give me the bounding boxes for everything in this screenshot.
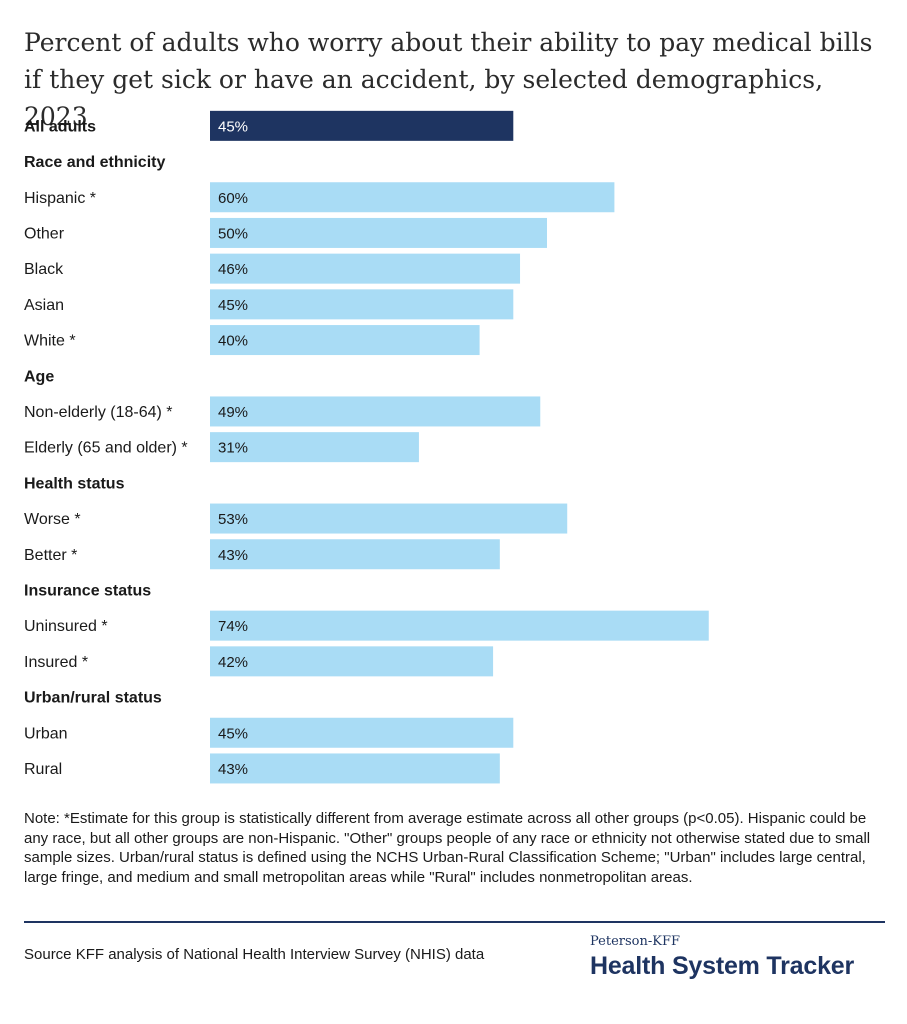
bar-value-label: 46% bbox=[218, 261, 248, 278]
bar-value-label: 45% bbox=[218, 118, 248, 135]
bar-value-label: 43% bbox=[218, 761, 248, 778]
category-label: Black bbox=[24, 261, 64, 278]
category-label: Better * bbox=[24, 547, 77, 564]
bar bbox=[210, 646, 494, 677]
category-label: Asian bbox=[24, 297, 64, 314]
bar-value-label: 74% bbox=[218, 618, 248, 635]
bar bbox=[210, 717, 514, 748]
category-label: Insured * bbox=[24, 654, 88, 671]
bar bbox=[210, 217, 547, 248]
category-label: Worse * bbox=[24, 511, 81, 528]
bar bbox=[210, 289, 514, 320]
category-label: White * bbox=[24, 333, 76, 350]
category-label: Rural bbox=[24, 761, 62, 778]
bar bbox=[210, 539, 500, 570]
chart-title: Percent of adults who worry about their … bbox=[24, 28, 873, 131]
bar bbox=[210, 753, 500, 784]
bar-value-label: 53% bbox=[218, 511, 248, 528]
bar-value-label: 50% bbox=[218, 225, 248, 242]
group-header-label: Insurance status bbox=[24, 582, 151, 599]
bar bbox=[210, 110, 514, 141]
bar-value-label: 60% bbox=[218, 190, 248, 207]
bar-value-label: 31% bbox=[218, 440, 248, 457]
category-label: Elderly (65 and older) * bbox=[24, 440, 188, 457]
category-label: All adults bbox=[24, 118, 96, 135]
group-header-label: Race and ethnicity bbox=[24, 154, 165, 171]
bar-value-label: 49% bbox=[218, 404, 248, 421]
bar bbox=[210, 503, 568, 534]
bar-value-label: 45% bbox=[218, 725, 248, 742]
footer-divider bbox=[24, 921, 885, 923]
group-header-label: Age bbox=[24, 368, 54, 385]
category-label: Non-elderly (18-64) * bbox=[24, 404, 173, 421]
chart-source: Source KFF analysis of National Health I… bbox=[24, 946, 485, 963]
brand-small-text: Peterson-KFF bbox=[590, 934, 681, 949]
group-header-label: Urban/rural status bbox=[24, 690, 162, 707]
bar bbox=[210, 182, 615, 213]
bar bbox=[210, 610, 709, 641]
bar-value-label: 45% bbox=[218, 297, 248, 314]
chart-note: Note: *Estimate for this group is statis… bbox=[24, 810, 871, 886]
bar-value-label: 43% bbox=[218, 547, 248, 564]
bar-chart: All adults 45% Race and ethnicity Hispanic … bbox=[24, 110, 709, 784]
bar bbox=[210, 396, 541, 427]
bar-value-label: 42% bbox=[218, 654, 248, 671]
bar-value-label: 40% bbox=[218, 333, 248, 350]
category-label: Uninsured * bbox=[24, 618, 108, 635]
bar bbox=[210, 253, 521, 284]
brand-big-text: Health System Tracker bbox=[590, 952, 855, 980]
group-header-label: Health status bbox=[24, 475, 125, 492]
brand-logo: Peterson-KFF Health System Tracker bbox=[590, 934, 890, 982]
category-label: Hispanic * bbox=[24, 190, 96, 207]
category-label: Urban bbox=[24, 725, 68, 742]
bar bbox=[210, 325, 480, 356]
category-label: Other bbox=[24, 225, 65, 242]
bar bbox=[210, 432, 419, 463]
